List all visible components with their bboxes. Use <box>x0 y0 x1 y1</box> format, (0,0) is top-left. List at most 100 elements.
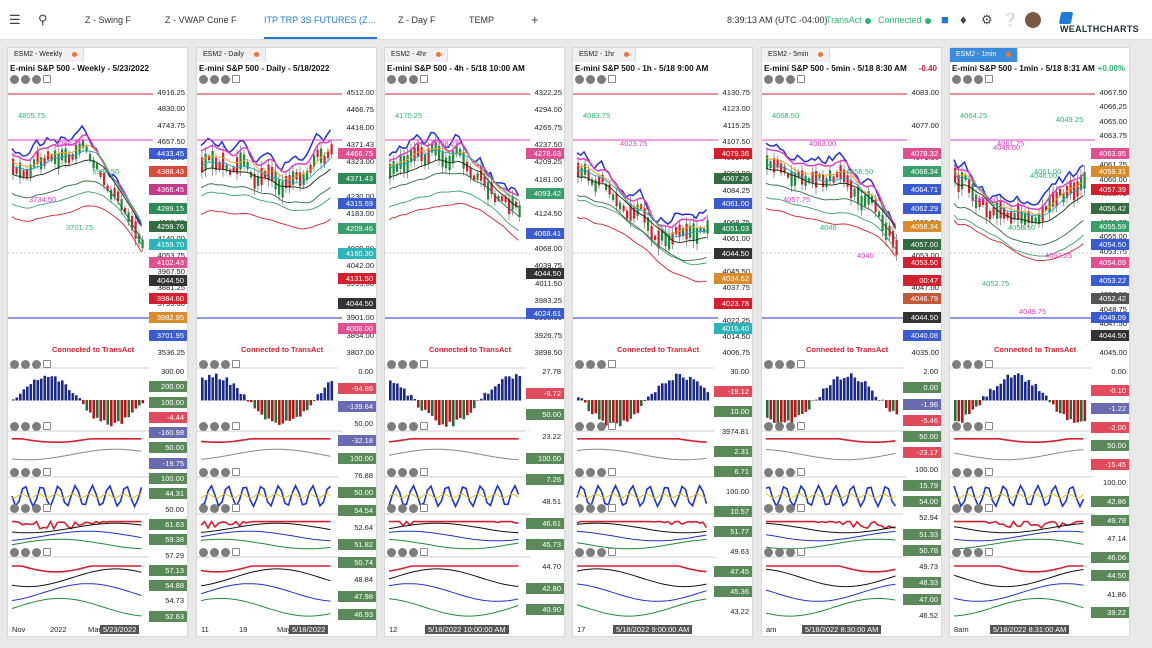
expand-icon[interactable] <box>985 504 993 512</box>
time-axis[interactable]: am:307a5/18/2022 8:30:00 AM <box>762 624 941 636</box>
settings-icon[interactable] <box>10 360 19 369</box>
collapse-icon[interactable] <box>210 422 219 431</box>
search-icon[interactable]: ⚲ <box>38 12 48 27</box>
collapse-icon[interactable] <box>210 548 219 557</box>
expand-icon[interactable] <box>608 468 616 476</box>
collapse-icon[interactable] <box>586 422 595 431</box>
close-icon[interactable] <box>409 75 418 84</box>
expand-icon[interactable] <box>985 360 993 368</box>
collapse-icon[interactable] <box>963 360 972 369</box>
chart-panel[interactable]: ESM2 - Daily E-mini S&P 500 - Daily - 5/1… <box>196 47 377 637</box>
time-axis[interactable]: 1119May085/18/2022 <box>197 624 376 636</box>
expand-icon[interactable] <box>420 468 428 476</box>
settings-icon[interactable] <box>387 548 396 557</box>
expand-icon[interactable] <box>43 422 51 430</box>
settings-icon[interactable] <box>387 422 396 431</box>
close-icon[interactable] <box>32 360 41 369</box>
expand-icon[interactable] <box>797 468 805 476</box>
settings-icon[interactable] <box>575 468 584 477</box>
collapse-icon[interactable] <box>21 75 30 84</box>
collapse-icon[interactable] <box>21 422 30 431</box>
add-tab-icon[interactable]: + <box>531 12 539 27</box>
expand-icon[interactable] <box>797 548 805 556</box>
close-icon[interactable] <box>974 360 983 369</box>
close-icon[interactable] <box>221 504 230 513</box>
expand-icon[interactable] <box>985 75 993 83</box>
settings-icon[interactable] <box>199 468 208 477</box>
settings-icon[interactable] <box>764 548 773 557</box>
close-icon[interactable] <box>974 75 983 84</box>
tab-vwap-cone[interactable]: Z - VWAP Cone F <box>165 15 237 25</box>
settings-icon[interactable] <box>10 422 19 431</box>
settings-icon[interactable] <box>952 360 961 369</box>
chart-panel[interactable]: ESM2 - 4hr E-mini S&P 500 - 4h - 5/18 10:… <box>384 47 565 637</box>
expand-icon[interactable] <box>43 504 51 512</box>
expand-icon[interactable] <box>608 360 616 368</box>
settings-icon[interactable] <box>575 548 584 557</box>
close-icon[interactable] <box>786 504 795 513</box>
chart-tab[interactable]: ESM2 - 4hr <box>385 48 449 62</box>
collapse-icon[interactable] <box>586 468 595 477</box>
settings-icon[interactable] <box>10 548 19 557</box>
settings-icon[interactable] <box>387 468 396 477</box>
close-icon[interactable] <box>597 360 606 369</box>
expand-icon[interactable] <box>43 468 51 476</box>
help-icon[interactable]: ❔ <box>1002 12 1019 27</box>
expand-icon[interactable] <box>232 548 240 556</box>
tab-temp[interactable]: TEMP <box>469 15 495 25</box>
close-icon[interactable] <box>409 504 418 513</box>
collapse-icon[interactable] <box>210 504 219 513</box>
close-icon[interactable] <box>597 422 606 431</box>
tab-day[interactable]: Z - Day F <box>398 15 436 25</box>
close-icon[interactable] <box>32 468 41 477</box>
close-icon[interactable] <box>32 548 41 557</box>
expand-icon[interactable] <box>985 422 993 430</box>
close-icon[interactable] <box>409 422 418 431</box>
chart-panel[interactable]: ESM2 - 1hr E-mini S&P 500 - 1h - 5/18 9:0… <box>572 47 753 637</box>
close-icon[interactable] <box>221 468 230 477</box>
collapse-icon[interactable] <box>21 548 30 557</box>
settings-icon[interactable] <box>764 422 773 431</box>
expand-icon[interactable] <box>608 548 616 556</box>
menu-icon[interactable]: ☰ <box>9 12 21 27</box>
chart-tab[interactable]: ESM2 - 1min <box>950 48 1019 62</box>
chart-tab[interactable]: ESM2 - 1hr <box>573 48 637 62</box>
collapse-icon[interactable] <box>21 504 30 513</box>
close-icon[interactable] <box>974 422 983 431</box>
close-icon[interactable] <box>786 75 795 84</box>
settings-icon[interactable] <box>575 422 584 431</box>
price-axis[interactable]: 4322.25 4294.00 4265.75 4237.50 4209.25 4181.… <box>528 76 564 376</box>
collapse-icon[interactable] <box>963 504 972 513</box>
chart-panel[interactable]: ESM2 - Weekly E-mini S&P 500 - Weekly - 5… <box>7 47 188 637</box>
settings-icon[interactable] <box>199 360 208 369</box>
settings-icon[interactable] <box>199 548 208 557</box>
expand-icon[interactable] <box>43 548 51 556</box>
settings-icon[interactable] <box>952 504 961 513</box>
expand-icon[interactable] <box>420 422 428 430</box>
settings-icon[interactable] <box>387 504 396 513</box>
close-icon[interactable] <box>974 504 983 513</box>
chart-panel[interactable]: ESM2 - 1min E-mini S&P 500 - 1min - 5/18 … <box>949 47 1130 637</box>
expand-icon[interactable] <box>608 422 616 430</box>
settings-icon[interactable] <box>199 504 208 513</box>
chart-tab[interactable]: ESM2 - 5min <box>762 48 831 62</box>
expand-icon[interactable] <box>43 75 51 83</box>
settings-icon[interactable] <box>10 504 19 513</box>
settings-icon[interactable] <box>764 360 773 369</box>
collapse-icon[interactable] <box>586 75 595 84</box>
expand-icon[interactable] <box>420 75 428 83</box>
collapse-icon[interactable] <box>586 360 595 369</box>
collapse-icon[interactable] <box>775 468 784 477</box>
time-axis[interactable]: 12135/18/2022 10:00:00 AM <box>385 624 564 636</box>
settings-icon[interactable] <box>575 75 584 84</box>
chart-panel[interactable]: ESM2 - 5min E-mini S&P 500 - 5min - 5/18 … <box>761 47 942 637</box>
settings-icon[interactable] <box>575 360 584 369</box>
close-icon[interactable] <box>786 468 795 477</box>
collapse-icon[interactable] <box>398 468 407 477</box>
collapse-icon[interactable] <box>586 504 595 513</box>
collapse-icon[interactable] <box>398 75 407 84</box>
close-icon[interactable] <box>221 75 230 84</box>
expand-icon[interactable] <box>232 468 240 476</box>
expand-icon[interactable] <box>420 360 428 368</box>
tab-itp-trp[interactable]: ITP TRP 3S FUTURES (Z… <box>264 0 377 39</box>
